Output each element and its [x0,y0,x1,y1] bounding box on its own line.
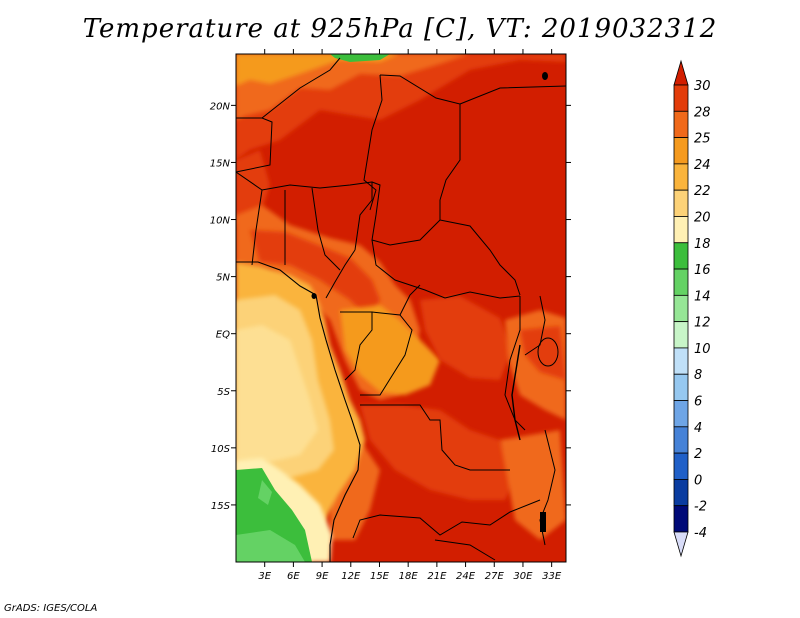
colorbar-swatch [673,452,689,480]
colorbar-swatch [673,294,689,323]
colorbar-label: 30 [694,79,711,94]
colorbar-label: 18 [694,237,711,252]
colorbar-swatch [673,137,689,165]
lat-tick-label: 20N [210,101,231,112]
colorbar-label: 14 [694,289,711,304]
field-north-16 [330,54,390,62]
field-namibia-14 [236,530,305,562]
lakes [311,72,559,532]
lat-tick-label: 5S [217,387,230,398]
lon-tick-label: 6E [287,571,300,582]
field-angola-28 [360,405,520,500]
coastline [236,261,361,562]
lon-tick-label: 18E [399,571,419,582]
colorbar-label: 4 [694,421,702,436]
lon-tick-label: 30E [513,571,533,582]
colorbar-label: 22 [694,184,711,199]
field-drc-28 [420,296,512,380]
lon-tick-label: 15E [370,571,390,582]
colorbar-label: -4 [694,526,707,541]
lon-tick-label: 3E [258,571,271,582]
colorbar-swatch [673,426,689,454]
colorbar-swatch [673,268,689,296]
colorbar-label: 25 [694,132,711,147]
colorbar-swatch [673,242,689,270]
map-title: Temperature at 925hPa [C], VT: 201903231… [82,14,718,44]
colorbar-swatch [673,110,689,138]
colorbar-label: 6 [694,395,702,410]
colorbar-swatch [673,479,689,507]
lon-tick-label: 12E [341,571,361,582]
colorbar-label: 16 [694,263,711,278]
colorbar-label: 28 [694,105,711,120]
colorbar-label: 0 [694,473,702,488]
lat-tick-label: EQ [216,330,230,341]
lat-tick-label: 15S [211,501,231,512]
map-frame [235,53,567,563]
colorbar-bottom-arrow [673,531,689,558]
field-namibia-14b [258,480,272,505]
colorbar-label: -2 [694,500,707,515]
lon-tick-label: 33E [542,571,562,582]
grads-credit: GrADS: IGES/COLA [4,603,98,614]
colorbar-label: 12 [694,316,711,331]
country-borders [236,57,566,561]
colorbar-swatch [673,216,689,244]
lon-tick-label: 24E [456,571,476,582]
colorbar-swatch [673,505,689,533]
field-congo-24 [340,305,440,395]
colorbar-swatch [673,347,689,375]
colorbar-label: 2 [694,447,702,462]
lon-tick-label: 9E [316,571,329,582]
lon-tick-label: 27E [485,571,505,582]
colorbar-swatch [673,321,689,349]
field-sahara-24 [236,54,400,86]
colorbar-swatch [673,84,689,112]
lat-tick-label: 15N [210,158,231,169]
colorbar-label: 8 [694,368,702,383]
colorbar-top-arrow [673,59,689,86]
temperature-field [236,54,566,562]
colorbar-swatch [673,373,689,401]
colorbar-label: 10 [694,342,711,357]
lat-tick-label: 5N [216,273,230,284]
field-ocean-18 [236,325,318,462]
colorbar-label: 20 [694,210,711,225]
field-victoria-28 [520,326,566,380]
colorbar-swatch [673,189,689,217]
field-zambia-25 [500,430,566,540]
lat-tick-label: 10N [210,216,231,227]
colorbar-swatch [673,400,689,428]
colorbar-swatch [673,163,689,191]
lon-tick-label: 21E [427,571,447,582]
axis-ticks: 20N 15N 10N 5N EQ 5S 10S 15S 3E 6E 9E 12E 15E 18E 21E 2… [210,49,571,582]
lat-tick-label: 10S [211,444,231,455]
field-nigeria-28 [250,230,380,320]
colorbar-label: 24 [694,158,711,173]
